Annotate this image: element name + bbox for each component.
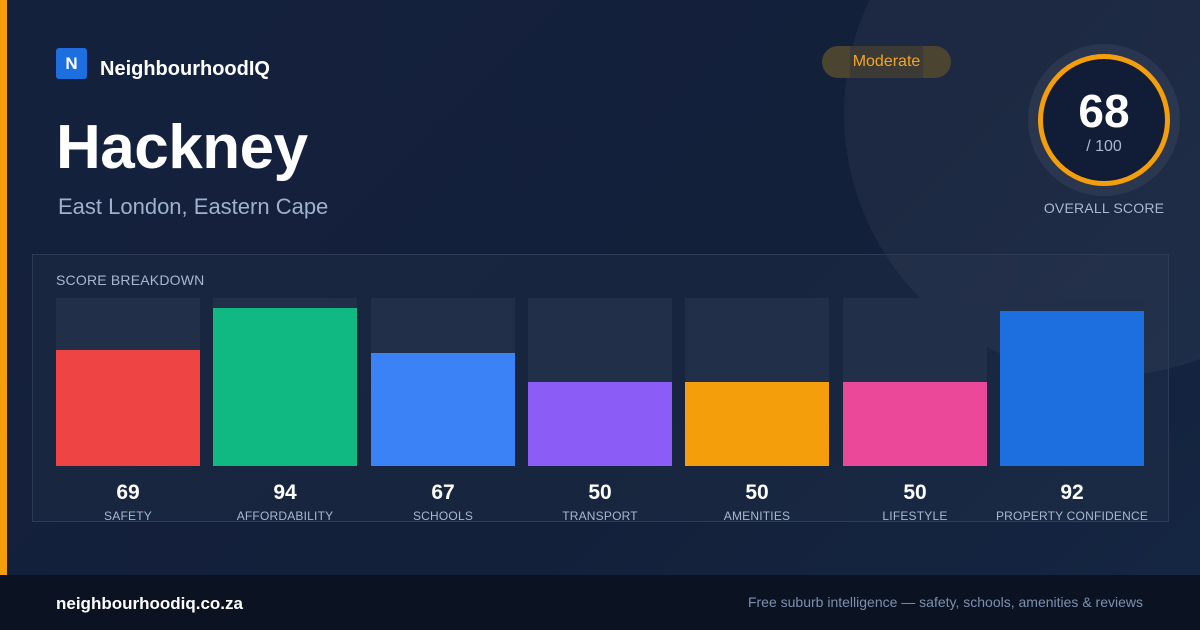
rating-badge: Moderate: [822, 46, 951, 78]
breakdown-label: AFFORDABILITY: [236, 509, 334, 523]
breakdown-item: 92 PROPERTY CONFIDENCE: [996, 298, 1148, 528]
breakdown-label: SCHOOLS: [412, 509, 474, 523]
overall-score-max: / 100: [1086, 138, 1122, 155]
breakdown-bar: [528, 382, 672, 466]
breakdown-value: 94: [273, 481, 297, 504]
breakdown-label: SAFETY: [104, 509, 152, 523]
brand-logo-icon: N: [56, 48, 87, 79]
breakdown-value: 50: [588, 481, 612, 504]
breakdown-bar-track: [528, 298, 672, 466]
accent-bar: [0, 0, 7, 575]
breakdown-bar: [371, 353, 515, 466]
breakdown-bar-track: [685, 298, 829, 466]
breakdown-value: 92: [1060, 481, 1084, 504]
score-breakdown-bars: 69 SAFETY 94 AFFORDABILITY 67 SCHOOLS 50 TRANSP…: [56, 298, 1148, 528]
rating-badge-label: Moderate: [852, 53, 921, 70]
breakdown-label: AMENITIES: [723, 509, 791, 523]
breakdown-value: 69: [116, 481, 140, 504]
suburb-location: East London, Eastern Cape: [58, 194, 329, 219]
breakdown-item: 69 SAFETY: [56, 298, 200, 528]
breakdown-bar-track: [56, 298, 200, 466]
breakdown-bar: [843, 382, 987, 466]
breakdown-bar-track: [1000, 298, 1144, 466]
overall-score-ring: 68 / 100: [1038, 54, 1170, 186]
score-breakdown-panel: [32, 254, 1169, 522]
breakdown-value: 50: [745, 481, 769, 504]
breakdown-item: 50 AMENITIES: [685, 298, 829, 528]
breakdown-item: 50 LIFESTYLE: [843, 298, 987, 528]
breakdown-label: PROPERTY CONFIDENCE: [995, 509, 1149, 523]
brand-name: NeighbourhoodIQ: [100, 58, 270, 80]
suburb-title: Hackney: [56, 113, 308, 182]
overall-score-value: 68: [1078, 85, 1130, 137]
breakdown-bar-track: [213, 298, 357, 466]
breakdown-item: 67 SCHOOLS: [371, 298, 515, 528]
breakdown-bar: [685, 382, 829, 466]
score-breakdown-title: SCORE BREAKDOWN: [56, 272, 205, 288]
breakdown-bar-track: [371, 298, 515, 466]
breakdown-bar-track: [843, 298, 987, 466]
breakdown-bar: [1000, 311, 1144, 466]
footer-tagline: Free suburb intelligence — safety, schoo…: [747, 594, 1143, 610]
breakdown-label: TRANSPORT: [562, 509, 638, 523]
brand: N NeighbourhoodIQ: [56, 46, 270, 81]
breakdown-label: LIFESTYLE: [882, 509, 948, 523]
breakdown-item: 50 TRANSPORT: [528, 298, 672, 528]
overall-score-label: OVERALL SCORE: [1043, 200, 1165, 216]
breakdown-bar: [213, 308, 357, 466]
breakdown-bar: [56, 350, 200, 466]
breakdown-item: 94 AFFORDABILITY: [213, 298, 357, 528]
breakdown-value: 67: [431, 481, 455, 504]
footer-site-link[interactable]: neighbourhoodiq.co.za: [56, 594, 243, 613]
footer: neighbourhoodiq.co.za Free suburb intell…: [0, 575, 1200, 630]
breakdown-value: 50: [903, 481, 927, 504]
card-background: [0, 0, 1200, 575]
